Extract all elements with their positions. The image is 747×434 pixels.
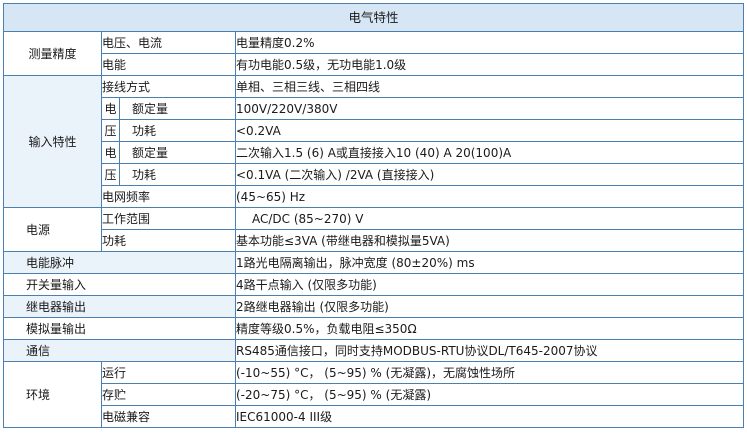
param-name: 继电器输出 <box>3 295 236 318</box>
spec-table-wrapper: 电气特性 测量精度 电压、电流 电量精度0.2% 电能 有功电能0.5级，无功电… <box>2 3 745 428</box>
table-row: 电能脉冲 1路光电隔离输出，脉冲宽度 (80±20%) ms <box>3 251 745 274</box>
current-char-top: 电 <box>101 141 120 164</box>
param-name: 接线方式 <box>101 75 236 98</box>
param-value: 2路继电器输出 (仅限多功能) <box>234 295 745 318</box>
category-measure-label: 测量精度 <box>3 31 102 76</box>
table-row: 继电器输出 2路继电器输出 (仅限多功能) <box>3 295 745 318</box>
param-name: 电能脉冲 <box>3 251 236 274</box>
table-row: 测量精度 电压、电流 电量精度0.2% <box>3 31 745 76</box>
table-row: 压 功耗 <0.1VA (二次输入) /2VA (直接接入) <box>4 163 745 186</box>
current-char-bottom: 压 <box>101 163 120 186</box>
param-name: 运行 <box>101 361 236 384</box>
table-row: 通信 RS485通信接口，同时支持MODBUS-RTU协议DL/T645-200… <box>3 339 745 362</box>
param-name: 额定量 <box>119 141 236 164</box>
category-power-label: 电源 <box>3 207 102 252</box>
table-row: 存贮 (-20~75) °C， (5~95) % (无凝露) <box>4 383 745 406</box>
param-name: 电压、电流 <box>101 31 236 54</box>
param-name: 工作范围 <box>101 207 236 230</box>
param-value: AC/DC (85~270) V <box>234 207 745 230</box>
table-row: 环境 运行 (-10~55) °C， (5~95) % (无凝露)，无腐蚀性场所 <box>3 361 745 428</box>
param-value: 4路干点输入 (仅限多功能) <box>234 273 745 296</box>
table-row: 输入特性 接线方式 单相、三相三线、三相四线 <box>3 75 745 208</box>
table-row: 电 额定量 二次输入1.5 (6) A或直接接入10 (40) A 20(100… <box>4 141 745 164</box>
param-value: 有功电能0.5级，无功电能1.0级 <box>234 53 745 76</box>
category-environment-label: 环境 <box>3 361 102 428</box>
param-name: 额定量 <box>119 97 236 120</box>
table-row: 电 额定量 100V/220V/380V <box>4 97 745 120</box>
param-name: 功耗 <box>119 119 236 142</box>
param-value: 单相、三相三线、三相四线 <box>234 75 745 98</box>
voltage-char-bottom: 压 <box>101 119 120 142</box>
param-value: 基本功能≤3VA (带继电器和模拟量5VA) <box>234 229 745 252</box>
param-value: <0.1VA (二次输入) /2VA (直接接入) <box>234 163 745 186</box>
table-title: 电气特性 <box>2 3 745 32</box>
param-value: 精度等级0.5%，负载电阻≤350Ω <box>234 317 745 340</box>
param-value: (-20~75) °C， (5~95) % (无凝露) <box>234 383 745 406</box>
param-name: 电磁兼容 <box>101 405 236 428</box>
table-row: 电能 有功电能0.5级，无功电能1.0级 <box>4 53 745 76</box>
voltage-char-top: 电 <box>101 97 120 120</box>
param-name: 开关量输入 <box>3 273 236 296</box>
param-value: IEC61000-4 III级 <box>234 405 745 428</box>
category-input-label: 输入特性 <box>3 75 102 208</box>
table-header-row: 电气特性 <box>2 3 745 32</box>
param-value: 100V/220V/380V <box>234 97 745 120</box>
table-row: 电磁兼容 IEC61000-4 III级 <box>4 405 745 428</box>
param-name: 模拟量输出 <box>3 317 236 340</box>
param-value: (-10~55) °C， (5~95) % (无凝露)，无腐蚀性场所 <box>234 361 745 384</box>
table-row: 功耗 基本功能≤3VA (带继电器和模拟量5VA) <box>4 229 745 252</box>
param-name: 存贮 <box>101 383 236 406</box>
param-value: <0.2VA <box>234 119 745 142</box>
param-value: 二次输入1.5 (6) A或直接接入10 (40) A 20(100)A <box>234 141 745 164</box>
param-name: 功耗 <box>119 163 236 186</box>
table-row: 电网频率 (45~65) Hz <box>4 185 745 208</box>
param-value: (45~65) Hz <box>234 185 745 208</box>
electrical-spec-table: 电气特性 测量精度 电压、电流 电量精度0.2% 电能 有功电能0.5级，无功电… <box>2 3 745 428</box>
param-name: 功耗 <box>101 229 236 252</box>
table-row: 电源 工作范围 AC/DC (85~270) V <box>3 207 745 252</box>
param-name: 电能 <box>101 53 236 76</box>
table-row: 压 功耗 <0.2VA <box>4 119 745 142</box>
param-value: 电量精度0.2% <box>234 31 745 54</box>
param-name: 通信 <box>3 339 236 362</box>
param-name: 电网频率 <box>101 185 236 208</box>
table-row: 开关量输入 4路干点输入 (仅限多功能) <box>3 273 745 296</box>
param-value: RS485通信接口，同时支持MODBUS-RTU协议DL/T645-2007协议 <box>234 339 745 362</box>
param-value: 1路光电隔离输出，脉冲宽度 (80±20%) ms <box>234 251 745 274</box>
table-row: 模拟量输出 精度等级0.5%，负载电阻≤350Ω <box>3 317 745 340</box>
